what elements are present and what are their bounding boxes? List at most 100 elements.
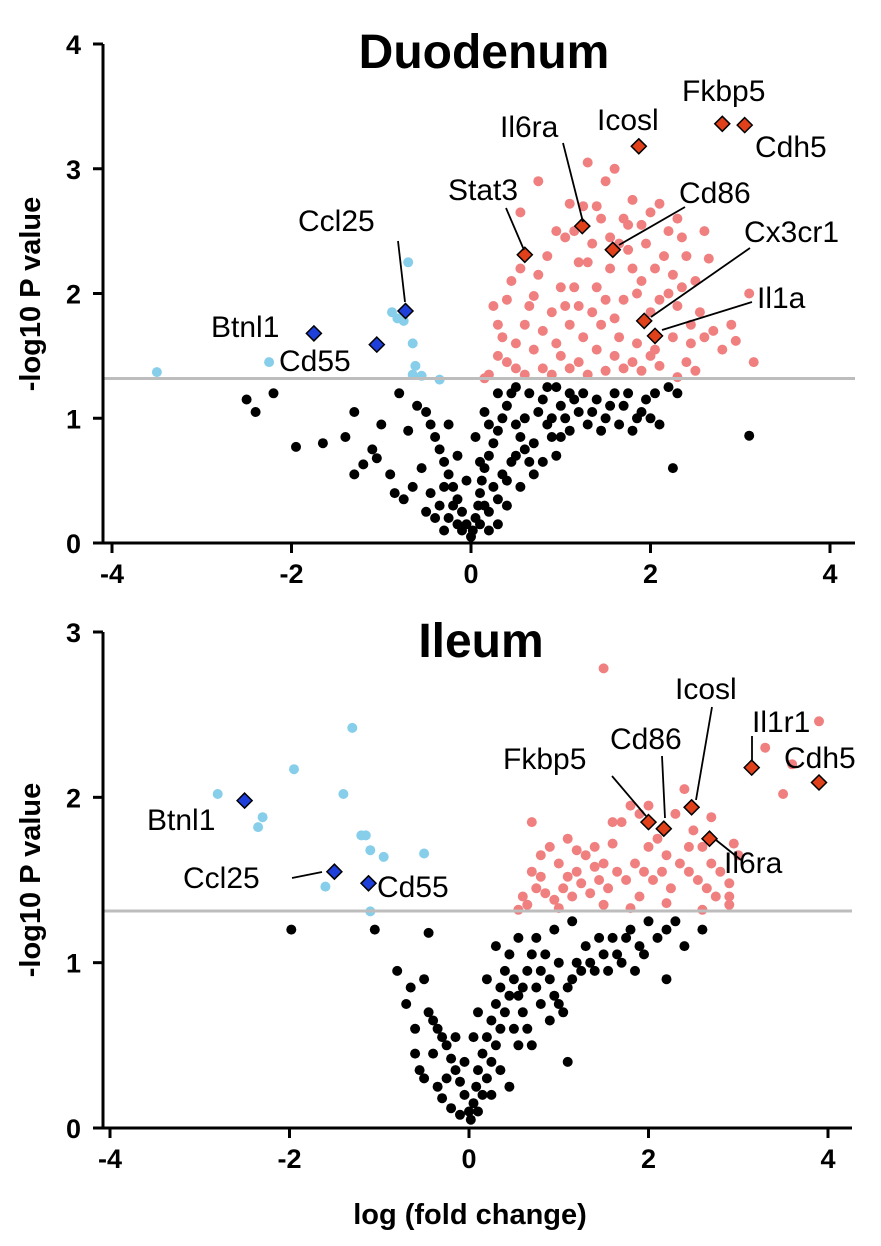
ns-point [349,469,360,480]
down-point [320,881,331,892]
ns-point [403,425,414,436]
highlight-btnl1 [236,792,254,810]
duodenum-y-axis-title: -log10 P value [15,197,47,392]
ns-point [524,388,535,399]
ns-point [428,1015,439,1026]
up-point [683,841,694,852]
highlight-stat3 [516,246,534,264]
up-point [558,883,569,894]
up-point [546,307,557,318]
ns-point [634,941,645,952]
up-point [787,759,798,770]
up-point [573,357,584,368]
ns-point [286,924,297,935]
ns-point [483,450,494,461]
ns-point [394,388,405,399]
up-point [618,294,629,305]
up-point [618,363,629,374]
ileum-points [212,663,824,1125]
up-point [643,841,654,852]
ns-point [410,1023,421,1034]
ns-point [369,924,380,935]
highlight-il6ra [700,830,719,848]
up-point [674,858,685,869]
ileum-highlights [236,759,828,892]
down-point [360,830,371,841]
up-point [733,850,744,861]
ns-point [389,488,400,499]
ns-point [567,974,578,985]
up-point [760,742,771,753]
highlight-il6ra [573,217,591,235]
down-point [410,360,421,371]
ns-point [490,1040,501,1051]
up-point [641,238,651,249]
ns-point [524,456,535,467]
ns-point [625,924,636,935]
highlight-cd55 [368,336,386,354]
ns-point [652,932,663,943]
up-point [517,891,528,902]
highlight-cd86 [604,241,622,259]
leader-ccl25-ileum [291,871,323,879]
up-point [573,301,584,311]
ns-point [569,394,580,405]
ileum-y-axis-title: -log10 P value [15,783,47,978]
ns-point [540,949,551,960]
up-point [683,866,694,877]
ns-point [483,506,494,517]
ns-point [423,1007,434,1018]
up-point [492,350,503,361]
up-point [659,251,669,262]
ns-point [513,932,524,943]
highlight-ccl25 [396,302,415,320]
ns-point [434,500,445,511]
up-point [560,232,571,243]
up-point [688,825,699,836]
ns-point [291,441,301,452]
up-point [551,338,562,349]
up-point [603,883,614,894]
up-point [724,878,735,889]
ns-point [533,407,544,417]
highlight-cd55 [359,874,378,892]
ns-point [470,432,481,442]
highlight-il1r1 [743,759,761,777]
ns-point [614,419,625,430]
highlight-cdh5 [810,773,828,792]
up-point [587,238,598,249]
ns-point [450,1032,461,1043]
ns-point [459,1056,470,1067]
ns-point [425,488,436,499]
ns-point [522,1023,533,1034]
ns-point [537,456,548,467]
ns-point [672,388,683,399]
up-point [744,288,755,299]
ns-point [562,1056,573,1067]
ns-point [546,432,557,442]
ns-point [385,469,396,480]
ns-point [401,999,412,1009]
up-point [600,294,611,305]
ns-point [461,475,472,486]
up-point [564,319,575,330]
ns-point [504,949,515,960]
ns-point [490,999,501,1009]
down-point [257,812,268,823]
down-point [264,357,275,368]
ns-point [555,400,566,411]
ns-point [468,1098,479,1109]
up-point [567,891,578,902]
up-point [672,301,683,311]
ns-point [616,957,627,968]
up-point [690,365,701,376]
down-point [403,257,414,268]
ns-point [621,932,632,943]
ns-point [670,916,681,927]
ns-point [432,1081,443,1092]
ns-point [367,444,378,455]
up-point [676,282,687,293]
up-point [632,338,642,349]
ns-point [473,1065,483,1076]
x-tick-label: 0 [461,1144,476,1174]
